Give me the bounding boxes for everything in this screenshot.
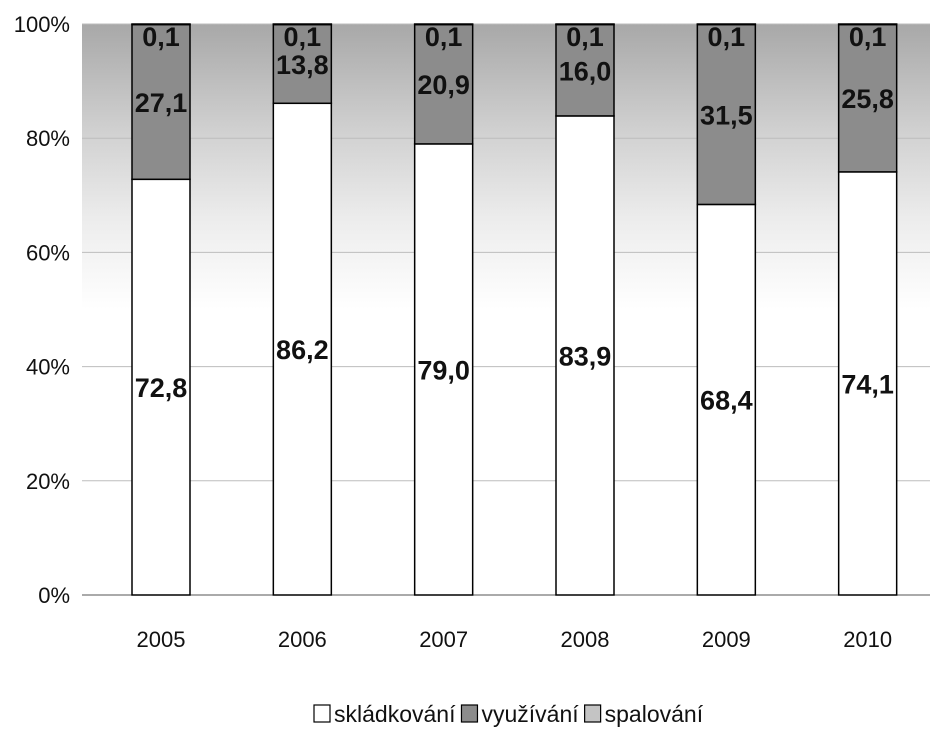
bar-segment (696, 23, 757, 206)
legend: skládkování využívání spalování (313, 701, 704, 727)
x-tick-label: 2006 (278, 627, 327, 652)
data-label: 27,1 (135, 88, 188, 118)
bar-segment (413, 143, 474, 596)
bar-segment (131, 23, 191, 181)
data-label: 0,1 (284, 22, 322, 52)
data-label: 16,0 (559, 56, 612, 86)
data-label: 74,1 (841, 369, 894, 399)
grid-lines (82, 23, 930, 596)
data-label: 83,9 (559, 341, 612, 371)
data-label: 0,1 (849, 22, 887, 52)
y-tick-label: 40% (26, 355, 70, 380)
x-tick-label: 2005 (137, 627, 186, 652)
legend-label: spalování (605, 701, 704, 727)
bar-segment (413, 23, 474, 26)
legend-label: využívání (481, 701, 579, 727)
legend-swatch (460, 704, 479, 723)
data-label: 79,0 (417, 355, 470, 385)
y-tick-label: 0% (38, 583, 70, 608)
bar-segment (131, 178, 191, 596)
y-tick-label: 20% (26, 469, 70, 494)
bar-segment (555, 23, 615, 26)
bar-segment (413, 23, 474, 145)
plot-background (82, 24, 930, 595)
data-label: 20,9 (417, 70, 470, 100)
bar-segment (272, 23, 333, 26)
bar-segment (696, 23, 757, 26)
data-label: 0,1 (142, 22, 180, 52)
x-tick-label: 2009 (702, 627, 751, 652)
x-tick-label: 2007 (419, 627, 468, 652)
data-label: 13,8 (276, 50, 329, 80)
bar-segment (837, 171, 898, 596)
y-tick-label: 60% (26, 240, 70, 265)
x-axis-tick-labels: 2005 2006 2007 2008 2009 2010 (137, 627, 893, 652)
x-tick-label: 2008 (561, 627, 610, 652)
data-label: 25,8 (841, 84, 894, 114)
bar-segment (131, 23, 191, 26)
bar-segment (272, 102, 333, 596)
bar-segment (837, 23, 898, 173)
data-label: 0,1 (708, 22, 746, 52)
data-label: 86,2 (276, 335, 329, 365)
data-label: 72,8 (135, 373, 188, 403)
bar-segment (837, 23, 898, 26)
x-tick-label: 2010 (843, 627, 892, 652)
bar-segment (555, 115, 615, 596)
bar-stack-group: 72,827,10,186,213,80,179,020,90,183,916,… (131, 22, 898, 596)
y-tick-label: 80% (26, 126, 70, 151)
data-label: 0,1 (425, 22, 463, 52)
data-label: 0,1 (566, 22, 604, 52)
bar-segment (696, 203, 757, 596)
data-label: 31,5 (700, 101, 753, 131)
bar-segment (555, 23, 615, 117)
legend-swatch (584, 704, 602, 723)
legend-swatch (313, 704, 331, 723)
legend-label: skládkování (334, 701, 456, 727)
data-label: 68,4 (700, 386, 753, 416)
y-axis-tick-labels: 0% 20% 40% 60% 80% 100% (14, 12, 70, 608)
y-tick-label: 100% (14, 12, 70, 37)
